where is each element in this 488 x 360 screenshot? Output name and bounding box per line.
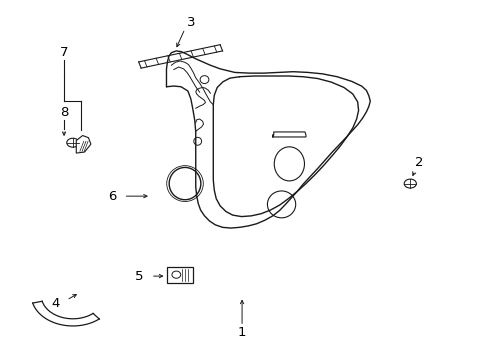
Text: 2: 2	[414, 156, 423, 169]
Polygon shape	[76, 135, 91, 153]
Text: 7: 7	[60, 46, 68, 59]
Text: 1: 1	[237, 326, 246, 339]
Bar	[167, 267, 192, 283]
Text: 3: 3	[186, 16, 195, 29]
Text: 4: 4	[51, 297, 60, 310]
Text: 8: 8	[60, 106, 68, 119]
Text: 5: 5	[135, 270, 143, 283]
Text: 6: 6	[107, 190, 116, 203]
